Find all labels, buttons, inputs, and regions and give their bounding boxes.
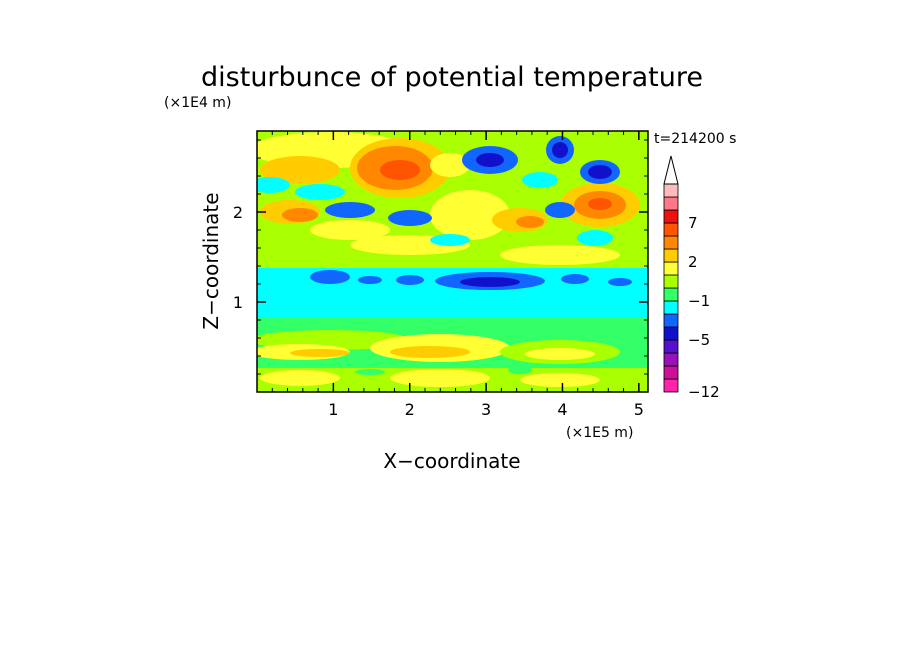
chart-title: disturbunce of potential temperature [201,62,703,93]
colorbar-segment [663,248,679,263]
colorbar-segment [663,183,679,198]
colorbar-label: 2 [688,253,698,271]
colorbar-segment [663,378,679,393]
colorbar-segment [663,235,679,250]
x-tick-label: 4 [557,400,567,419]
x-tick-label: 2 [405,400,415,419]
x-tick-label: 1 [328,400,338,419]
colorbar-segment [663,209,679,224]
colorbar-segment [663,300,679,315]
colorbar-segment [663,274,679,289]
y-tick-label: 1 [233,293,243,312]
colorbar-segment [663,326,679,341]
x-tick-label: 3 [481,400,491,419]
x-unit-label: (×1E5 m) [566,425,633,441]
y-axis-label: Z−coordinate [199,192,223,329]
colorbar-extend-arrow [663,155,679,185]
colorbar-segment [663,339,679,354]
x-axis-label: X−coordinate [383,449,520,473]
colorbar-segment [663,365,679,380]
contour-field [257,131,648,392]
colorbar-label: −12 [688,383,720,401]
colorbar-segment [663,261,679,276]
colorbar-segment [663,196,679,211]
colorbar-segment [663,352,679,367]
colorbar-label: 7 [688,214,698,232]
y-tick-label: 2 [233,203,243,222]
plot-frame [256,130,649,393]
colorbar-segment [663,287,679,302]
x-tick-label: 5 [634,400,644,419]
time-label: t=214200 s [654,131,736,147]
colorbar-segment [663,313,679,328]
colorbar-segment [663,222,679,237]
colorbar: −12−5−127 [663,155,720,401]
colorbar-label: −5 [688,331,710,349]
axes: 1 2 3 4 5 1 2 [233,131,648,419]
colorbar-label: −1 [688,292,710,310]
y-unit-label: (×1E4 m) [164,95,231,111]
